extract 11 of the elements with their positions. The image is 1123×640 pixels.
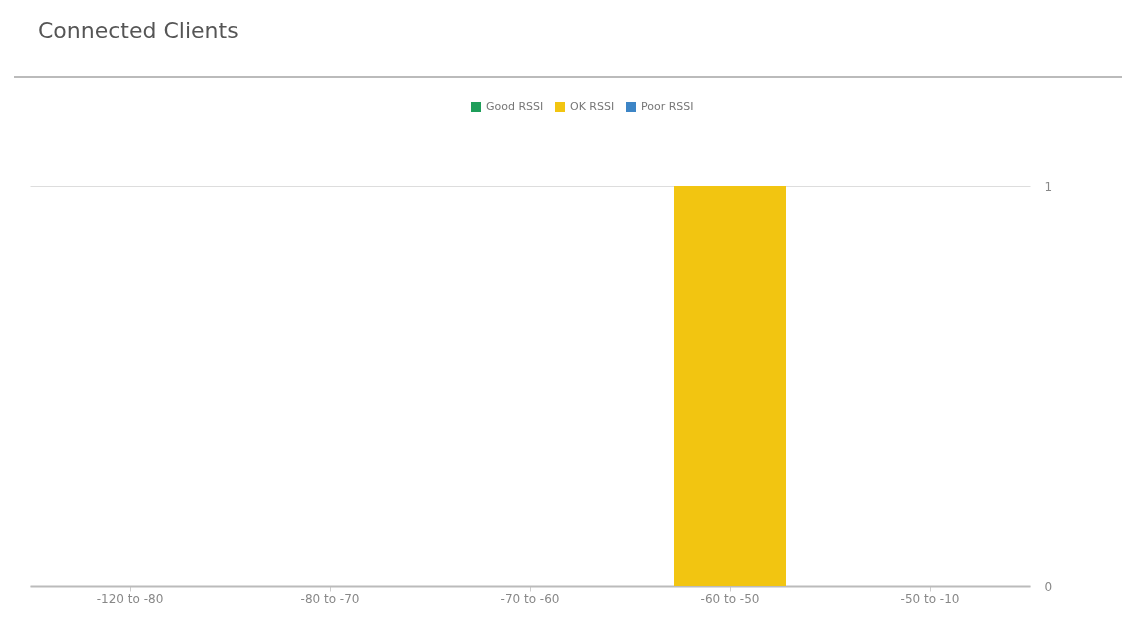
x-tick-label: -60 to -50 xyxy=(700,591,760,606)
y-tick-label: 0 xyxy=(1044,579,1053,594)
x-tick-label: -50 to -10 xyxy=(900,591,960,606)
y-tick-label: 1 xyxy=(1044,179,1053,194)
chart-title: Connected Clients xyxy=(38,18,239,43)
x-tick-label: -120 to -80 xyxy=(96,591,164,606)
legend-label: Poor RSSI xyxy=(641,100,694,113)
legend-label: OK RSSI xyxy=(570,100,615,113)
x-tick-label: -70 to -60 xyxy=(500,591,560,606)
legend-label: Good RSSI xyxy=(486,100,544,113)
x-tick-label: -80 to -70 xyxy=(300,591,360,606)
